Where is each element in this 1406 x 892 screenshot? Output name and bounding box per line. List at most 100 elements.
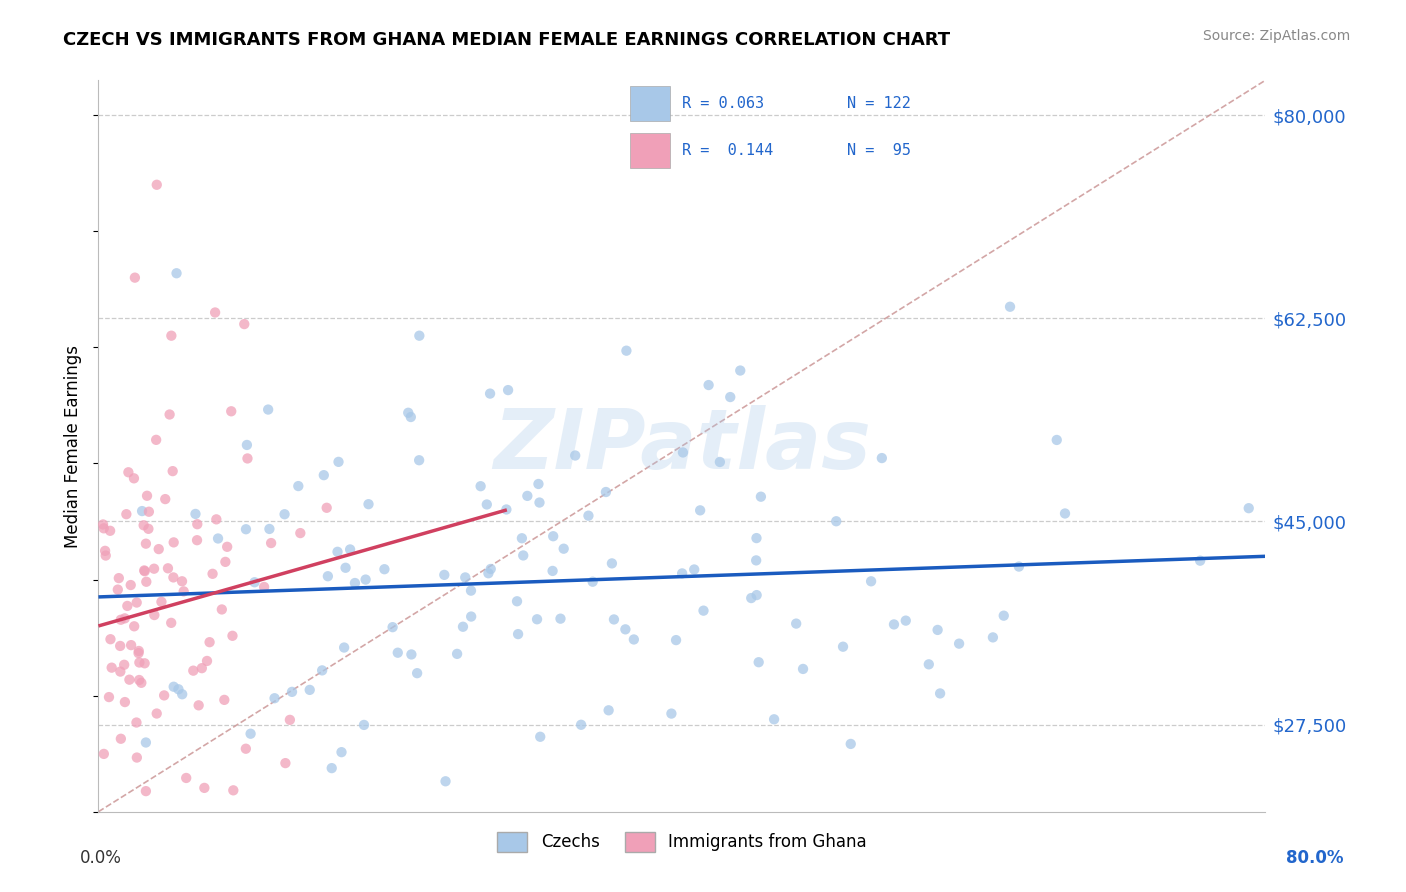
Point <box>138 505 160 519</box>
Point <box>132 518 155 533</box>
Point <box>357 497 380 511</box>
Point <box>233 317 256 331</box>
Point <box>381 620 404 634</box>
Point <box>408 328 430 343</box>
Point <box>115 507 138 521</box>
Point <box>446 647 468 661</box>
Point <box>145 706 167 721</box>
Text: N = 122: N = 122 <box>846 96 911 111</box>
Point <box>128 644 150 658</box>
Point <box>335 561 357 575</box>
Point <box>281 685 304 699</box>
Point <box>550 612 572 626</box>
Point <box>120 638 142 652</box>
Point <box>134 564 156 578</box>
Point <box>623 632 645 647</box>
Point <box>198 635 221 649</box>
Point <box>187 698 209 713</box>
Point <box>470 479 492 493</box>
Point <box>160 615 183 630</box>
Point <box>512 549 534 563</box>
Text: 0.0%: 0.0% <box>80 849 122 867</box>
Point <box>186 517 208 532</box>
Point <box>998 300 1021 314</box>
Point <box>692 604 714 618</box>
Point <box>259 522 281 536</box>
Point <box>100 660 122 674</box>
Point <box>406 666 429 681</box>
Point <box>134 657 156 671</box>
Point <box>162 464 184 478</box>
Point <box>117 599 139 613</box>
Point <box>495 502 517 516</box>
Point <box>748 655 770 669</box>
Text: Source: ZipAtlas.com: Source: ZipAtlas.com <box>1202 29 1350 43</box>
Point <box>298 682 321 697</box>
Point <box>477 566 499 581</box>
Point <box>184 507 207 521</box>
Point <box>665 633 688 648</box>
Point <box>122 471 145 485</box>
Point <box>156 561 179 575</box>
Point <box>160 328 183 343</box>
Point <box>128 656 150 670</box>
Point <box>460 583 482 598</box>
Point <box>204 305 226 319</box>
Point <box>792 662 814 676</box>
Point <box>527 477 550 491</box>
Point <box>396 406 419 420</box>
Point <box>100 632 122 647</box>
Text: R =  0.144: R = 0.144 <box>682 144 773 158</box>
Point <box>343 576 366 591</box>
Point <box>373 562 395 576</box>
Point <box>274 756 297 771</box>
Y-axis label: Median Female Earnings: Median Female Earnings <box>65 344 83 548</box>
Point <box>214 693 236 707</box>
Point <box>993 608 1015 623</box>
Point <box>516 489 538 503</box>
Point <box>136 489 159 503</box>
Text: 80.0%: 80.0% <box>1286 849 1343 867</box>
Point <box>672 445 695 459</box>
Point <box>128 646 150 660</box>
Point <box>120 578 142 592</box>
Point <box>135 784 157 798</box>
Point <box>918 657 941 672</box>
Point <box>839 737 862 751</box>
Point <box>193 780 215 795</box>
Point <box>112 657 135 672</box>
Point <box>148 542 170 557</box>
Point <box>257 402 280 417</box>
Point <box>167 682 190 697</box>
Point <box>1327 386 1350 401</box>
Point <box>328 455 350 469</box>
Point <box>108 639 131 653</box>
Text: N =  95: N = 95 <box>846 144 911 158</box>
Point <box>745 553 768 567</box>
Point <box>740 591 762 605</box>
Point <box>122 619 145 633</box>
Point <box>614 623 637 637</box>
Point <box>496 383 519 397</box>
Point <box>433 567 456 582</box>
Point <box>128 673 150 687</box>
Point <box>595 485 617 500</box>
Point <box>569 718 592 732</box>
Point <box>763 712 786 726</box>
Point <box>94 857 117 871</box>
Point <box>118 673 141 687</box>
Point <box>290 526 312 541</box>
Point <box>195 654 218 668</box>
Point <box>186 533 208 548</box>
Point <box>387 646 409 660</box>
Point <box>114 695 136 709</box>
Point <box>927 623 949 637</box>
Point <box>110 613 132 627</box>
Point <box>553 541 575 556</box>
Point <box>153 689 176 703</box>
Point <box>278 713 301 727</box>
Point <box>110 731 132 746</box>
Point <box>1053 507 1076 521</box>
Point <box>135 537 157 551</box>
Point <box>155 492 177 507</box>
